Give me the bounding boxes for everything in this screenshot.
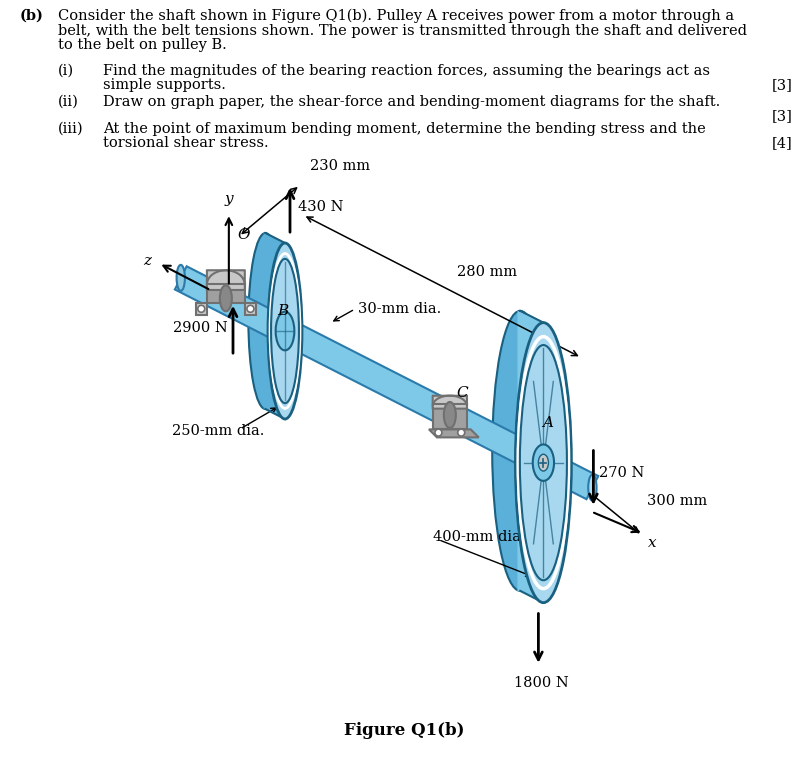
- Text: 1800 N: 1800 N: [514, 676, 569, 689]
- Text: [4]: [4]: [773, 136, 793, 150]
- Text: 400-mm dia.: 400-mm dia.: [434, 530, 526, 543]
- Text: 250-mm dia.: 250-mm dia.: [172, 424, 265, 438]
- Text: Find the magnitudes of the bearing reaction forces, assuming the bearings act as: Find the magnitudes of the bearing react…: [103, 64, 710, 78]
- FancyBboxPatch shape: [433, 396, 467, 409]
- Text: 270 N: 270 N: [599, 466, 645, 479]
- Text: 300 mm: 300 mm: [647, 495, 707, 508]
- Text: to the belt on pulley B.: to the belt on pulley B.: [58, 38, 227, 52]
- Polygon shape: [264, 233, 286, 419]
- Text: (ii): (ii): [58, 95, 78, 109]
- Polygon shape: [175, 266, 599, 499]
- Text: At the point of maximum bending moment, determine the bending stress and the: At the point of maximum bending moment, …: [103, 122, 705, 136]
- Text: 430 N: 430 N: [298, 200, 344, 214]
- Circle shape: [435, 429, 442, 436]
- Text: z: z: [143, 254, 150, 269]
- Text: [3]: [3]: [772, 109, 793, 123]
- Ellipse shape: [271, 259, 299, 403]
- Ellipse shape: [533, 444, 554, 481]
- Circle shape: [197, 305, 205, 312]
- Ellipse shape: [515, 323, 571, 603]
- Text: belt, with the belt tensions shown. The power is transmitted through the shaft a: belt, with the belt tensions shown. The …: [58, 24, 747, 37]
- Text: Figure Q1(b): Figure Q1(b): [344, 722, 464, 739]
- Ellipse shape: [492, 310, 549, 591]
- Text: 2900 N: 2900 N: [173, 321, 228, 335]
- Ellipse shape: [176, 265, 185, 291]
- Ellipse shape: [220, 285, 232, 311]
- Ellipse shape: [248, 233, 282, 409]
- Text: simple supports.: simple supports.: [103, 78, 226, 93]
- Text: (b): (b): [20, 9, 44, 23]
- Circle shape: [458, 429, 464, 436]
- Text: B: B: [277, 304, 289, 318]
- Ellipse shape: [520, 345, 567, 580]
- Text: C: C: [456, 386, 468, 400]
- Text: 280 mm: 280 mm: [457, 266, 517, 279]
- Circle shape: [247, 305, 254, 312]
- Ellipse shape: [268, 243, 302, 419]
- Ellipse shape: [538, 454, 549, 471]
- Ellipse shape: [444, 402, 455, 428]
- Text: Consider the shaft shown in Figure Q1(b). Pulley A receives power from a motor t: Consider the shaft shown in Figure Q1(b)…: [58, 9, 734, 24]
- Ellipse shape: [588, 475, 596, 501]
- Text: 230 mm: 230 mm: [310, 159, 371, 173]
- Ellipse shape: [276, 312, 294, 350]
- Polygon shape: [518, 310, 546, 603]
- Polygon shape: [196, 303, 207, 315]
- Text: x: x: [648, 536, 657, 549]
- Polygon shape: [433, 404, 467, 429]
- FancyBboxPatch shape: [207, 270, 245, 290]
- Text: Draw on graph paper, the shear-force and bending-moment diagrams for the shaft.: Draw on graph paper, the shear-force and…: [103, 95, 720, 109]
- Text: y: y: [225, 193, 233, 206]
- Text: O: O: [238, 228, 250, 242]
- Text: (i): (i): [58, 64, 74, 78]
- Text: A: A: [542, 416, 553, 430]
- Polygon shape: [429, 429, 479, 438]
- Text: (iii): (iii): [58, 122, 83, 136]
- Text: torsional shear stress.: torsional shear stress.: [103, 136, 269, 150]
- Text: 30-mm dia.: 30-mm dia.: [358, 302, 441, 316]
- Polygon shape: [245, 303, 256, 315]
- Text: [3]: [3]: [772, 78, 793, 93]
- Polygon shape: [207, 285, 245, 303]
